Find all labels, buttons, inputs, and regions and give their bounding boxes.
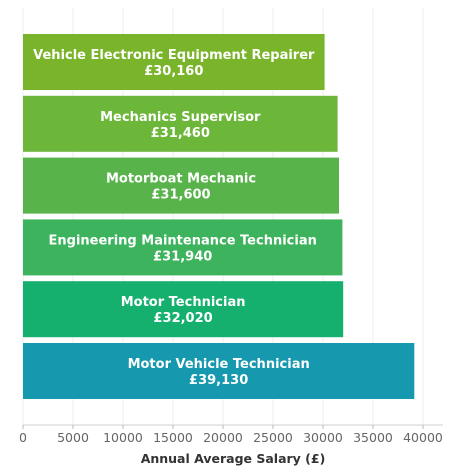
x-axis-label: Annual Average Salary (£) [141, 451, 326, 466]
x-tick-label: 15000 [153, 430, 193, 445]
x-axis-ticks: 0 5000 10000 15000 20000 25000 30000 35000 40000 [19, 425, 443, 445]
bars: Vehicle Electronic Equipment Repairer£30… [23, 34, 415, 399]
bar-category-label: Engineering Maintenance Technician [49, 233, 317, 248]
bar-value-label: £31,940 [153, 249, 212, 264]
bar-value-label: £31,460 [151, 126, 210, 141]
x-tick-label: 20000 [203, 430, 243, 445]
bar-category-label: Mechanics Supervisor [100, 110, 261, 125]
bar-value-label: £39,130 [189, 373, 248, 388]
x-tick-label: 40000 [403, 430, 443, 445]
x-tick-label: 35000 [353, 430, 393, 445]
bar-value-label: £31,600 [151, 188, 210, 203]
x-tick-label: 5000 [57, 430, 89, 445]
bar-value-label: £30,160 [144, 64, 203, 79]
bar [23, 95, 338, 152]
bar-category-label: Motor Technician [121, 295, 246, 310]
bar-category-label: Vehicle Electronic Equipment Repairer [33, 48, 315, 63]
bar [23, 157, 339, 214]
bar [23, 343, 415, 399]
x-tick-label: 30000 [303, 430, 343, 445]
bar [23, 281, 344, 338]
bar-value-label: £32,020 [153, 311, 212, 326]
bar-category-label: Motorboat Mechanic [106, 172, 256, 187]
x-tick-label: 0 [19, 430, 27, 445]
bar [23, 34, 325, 90]
bar [23, 219, 343, 276]
x-tick-label: 10000 [103, 430, 143, 445]
bar-category-label: Motor Vehicle Technician [128, 357, 310, 372]
x-tick-label: 25000 [253, 430, 293, 445]
